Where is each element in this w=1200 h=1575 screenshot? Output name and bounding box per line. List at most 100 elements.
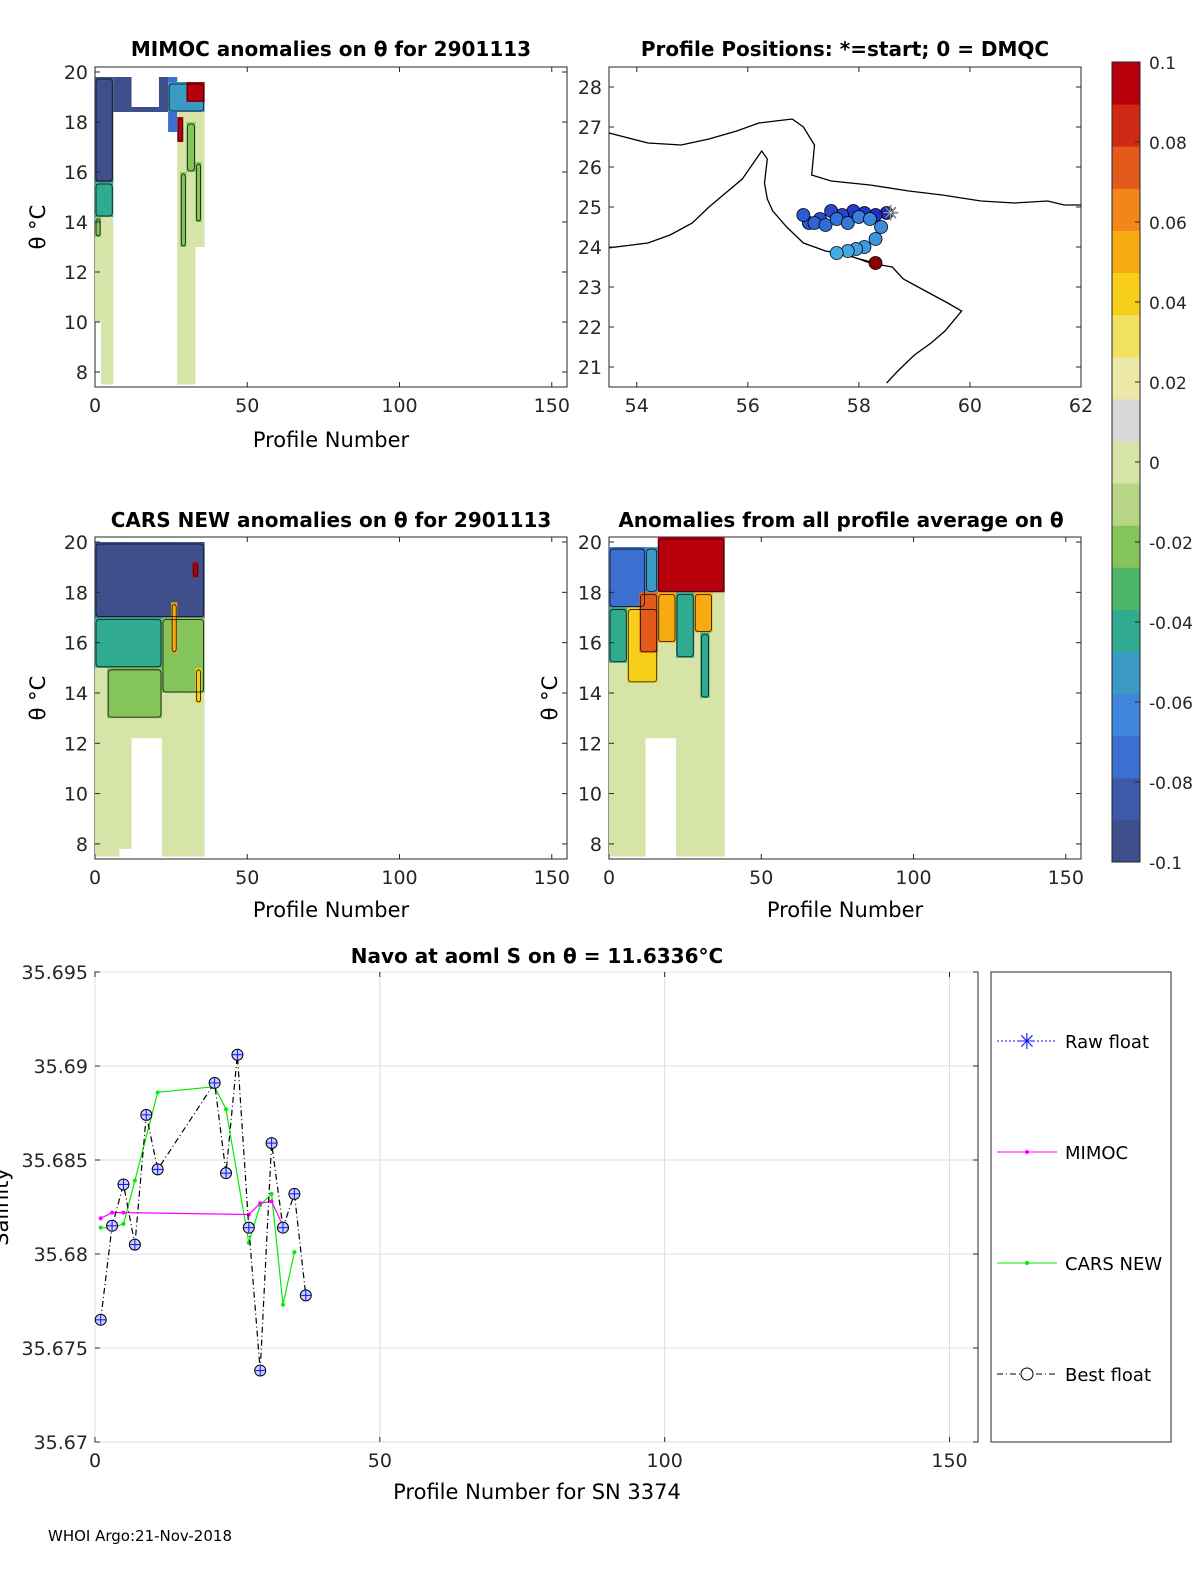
contour-line: [162, 619, 205, 693]
heat-cell: [158, 77, 169, 112]
x-tick-label: 60: [958, 395, 982, 417]
series-point-mimoc: [110, 1210, 115, 1215]
heat-anomaly-patch: [657, 537, 725, 593]
y-tick-label: 8: [590, 834, 602, 856]
colorbar-tick-label: -0.1: [1149, 854, 1182, 874]
legend-raw-marker: ✳: [1018, 1030, 1036, 1055]
legend-cars-label: CARS NEW: [1065, 1254, 1162, 1275]
y-tick-label: 27: [578, 117, 602, 139]
legend-best-label: Best float: [1065, 1365, 1151, 1386]
x-tick-label: 0: [603, 867, 615, 889]
profile-position: [829, 246, 844, 260]
colorbar-segment: [1112, 483, 1140, 526]
colorbar-segment: [1112, 230, 1140, 274]
series-point-cars-new: [224, 1107, 229, 1112]
contour-line: [95, 183, 113, 217]
y-tick-label: 12: [64, 262, 88, 284]
y-tick-label: 18: [64, 112, 88, 134]
contour-line: [694, 593, 712, 632]
salinity-panel: Navo at aoml S on θ = 11.6336°C 0 50 100 15…: [0, 944, 1172, 1504]
heat-anomaly-patch: [645, 547, 658, 593]
y-tick-label: 20: [64, 62, 88, 84]
y-tick-label: 14: [64, 683, 88, 705]
salinity-series: [94, 1048, 312, 1377]
colorbar-tick-label: -0.02: [1149, 534, 1193, 554]
mimoc-heatmap: [95, 77, 205, 385]
mimoc-panel: MIMOC anomalies on θ for 2901113 0 50 100 1…: [26, 37, 570, 452]
legend-mimoc-marker: [1025, 1150, 1029, 1154]
heat-anomaly-patch: [95, 217, 102, 237]
cars-axes: 0 50 100 150 8 10 12 14 16 18 20: [64, 532, 570, 889]
colorbar-segment: [1112, 525, 1140, 568]
map-axes: 54 56 58 60 62 21 22 23 24 25 26 27 28: [578, 67, 1093, 417]
mimoc-xlabel: Profile Number: [253, 428, 410, 452]
x-tick-label: 58: [847, 395, 871, 417]
y-tick-label: 35.695: [22, 962, 88, 984]
colorbar-tick-label: 0: [1149, 454, 1160, 474]
colorbar-gradient: [1111, 61, 1141, 863]
x-tick-label: 50: [749, 867, 773, 889]
y-tick-label: 35.67: [34, 1432, 88, 1454]
heat-anomaly-patch: [95, 182, 114, 217]
heat-anomaly-patch: [195, 162, 202, 222]
colorbar-segment: [1112, 314, 1140, 358]
heat-anomaly-patch: [177, 117, 184, 142]
x-tick-label: 100: [647, 1450, 683, 1472]
contour-line: [177, 118, 183, 142]
legend-best-marker: [1020, 1367, 1034, 1381]
profile-position: [868, 232, 883, 246]
contour-line: [95, 543, 205, 617]
x-tick-label: 150: [534, 395, 570, 417]
contour-line: [171, 604, 177, 653]
colorbar-tick-label: 0.02: [1149, 374, 1187, 394]
salinity-ylabel: Salinity: [0, 1168, 13, 1246]
colorbar-segment: [1112, 398, 1140, 442]
y-tick-label: 35.69: [34, 1056, 88, 1078]
mimoc-title: MIMOC anomalies on θ for 2901113: [131, 37, 531, 61]
heat-anomaly-patch: [700, 632, 710, 698]
x-tick-label: 100: [381, 395, 417, 417]
avg-axes: 0 50 100 150 8 10 12 14 16 18 20: [578, 532, 1084, 889]
heat-cell: [131, 107, 159, 112]
y-tick-label: 8: [76, 834, 88, 856]
series-point-mimoc: [121, 1210, 126, 1215]
mimoc-axes: 0 50 100 150 8 10 12 14 16 18 20: [64, 62, 570, 417]
colorbar-segment: [1112, 567, 1140, 610]
x-tick-label: 50: [235, 395, 259, 417]
series-line-best-float: [100, 1054, 307, 1371]
heat-anomaly-patch: [107, 667, 162, 719]
heat-anomaly-patch: [657, 592, 676, 643]
heat-anomaly-patch: [639, 592, 658, 653]
colorbar-segment: [1112, 777, 1140, 821]
heat-anomaly-patch: [171, 602, 178, 653]
colorbar-segment: [1112, 104, 1140, 147]
legend-mimoc-label: MIMOC: [1065, 1143, 1128, 1164]
y-tick-label: 35.68: [34, 1244, 88, 1266]
footer-stamp: WHOI Argo:21-Nov-2018: [48, 1527, 232, 1545]
heat-anomaly-patch: [609, 607, 628, 663]
contour-line: [658, 593, 676, 643]
contour-line: [700, 634, 709, 698]
x-tick-label: 0: [89, 867, 101, 889]
legend-best-float: Best float: [997, 1365, 1151, 1386]
contour-line: [186, 83, 205, 102]
y-tick-label: 16: [578, 633, 602, 655]
colorbar-segment: [1112, 819, 1140, 863]
contour-line: [107, 669, 162, 718]
contour-line: [640, 593, 658, 653]
colorbar-tick-label: -0.04: [1149, 614, 1193, 634]
contour-line: [609, 548, 645, 607]
avg-xlabel: Profile Number: [767, 898, 924, 922]
series-point-mimoc: [98, 1216, 103, 1221]
avg-heatmap: [609, 537, 725, 857]
map-title: Profile Positions: *=start; 0 = DMQC: [641, 37, 1049, 61]
colorbar-tick-label: 0.06: [1149, 214, 1187, 234]
contour-line: [193, 563, 198, 577]
colorbar-segment: [1112, 735, 1140, 779]
colorbar-segment: [1112, 62, 1140, 105]
y-tick-label: 16: [64, 162, 88, 184]
y-tick-label: 10: [64, 312, 88, 334]
heat-anomaly-patch: [675, 592, 695, 658]
mimoc-ylabel: θ °C: [26, 205, 50, 250]
heat-anomaly-patch: [186, 122, 196, 172]
